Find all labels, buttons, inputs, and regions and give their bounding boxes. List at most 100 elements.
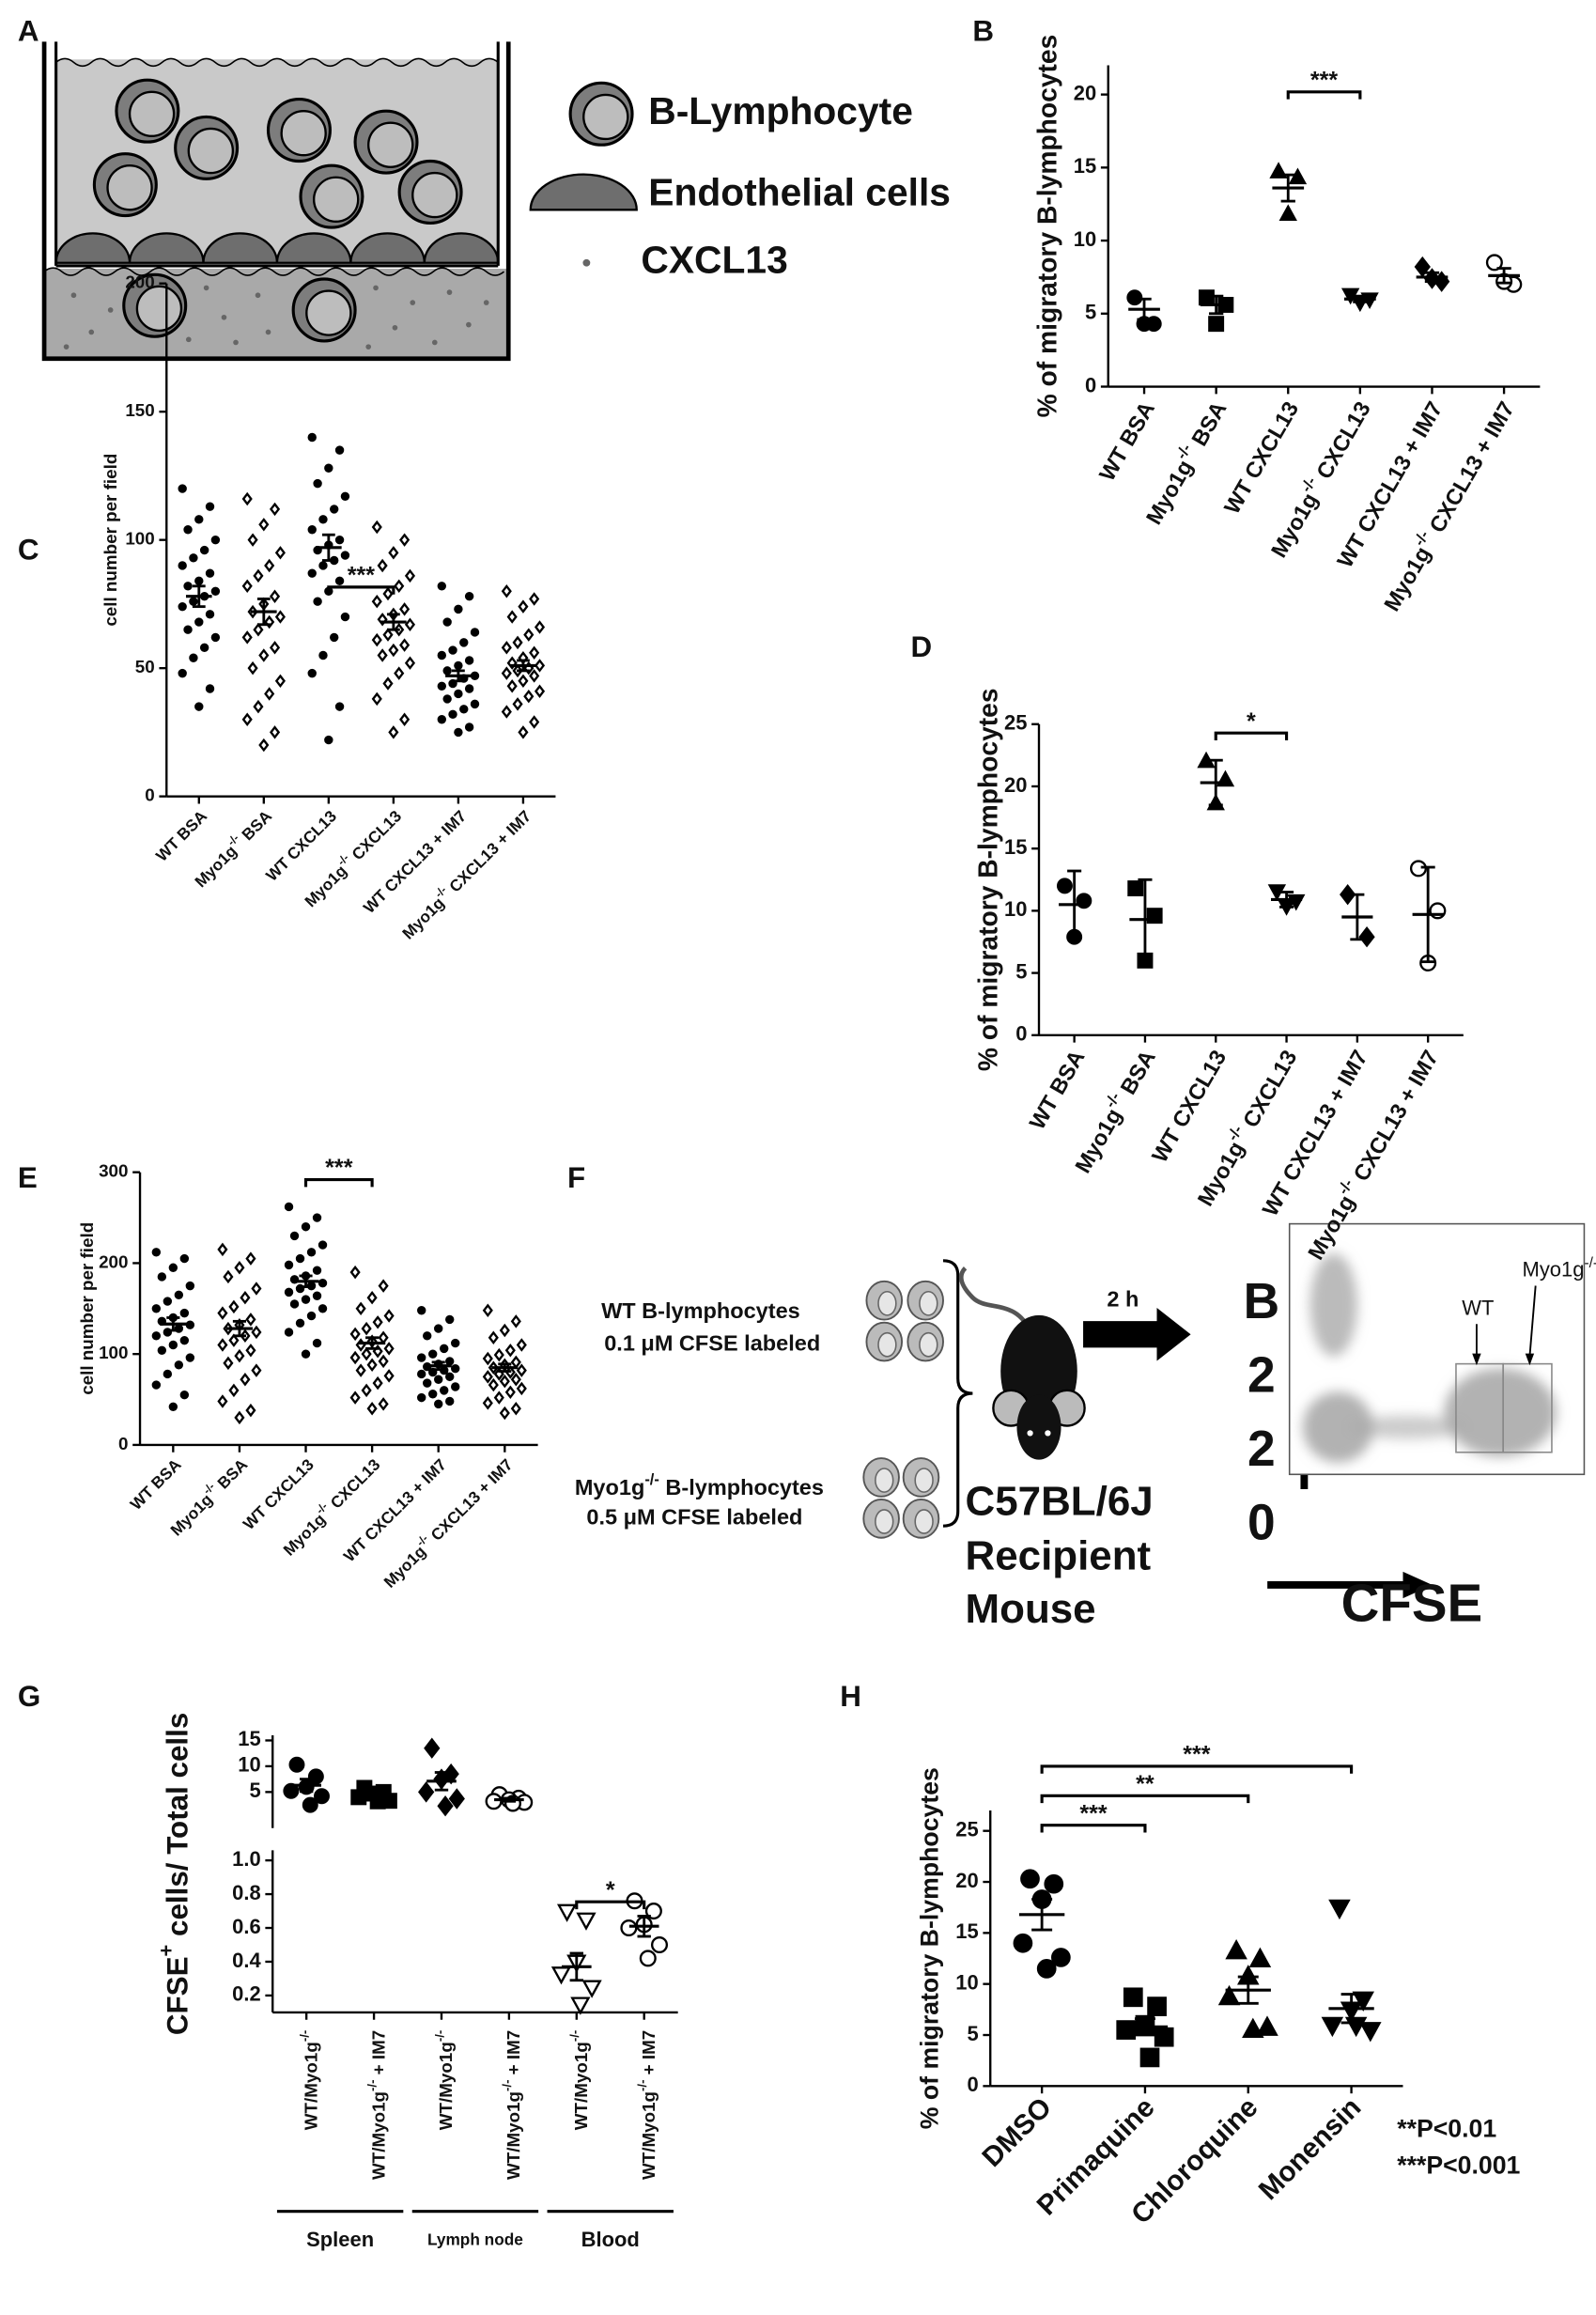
point [570, 1996, 591, 2015]
point [418, 1781, 435, 1803]
point [179, 1253, 190, 1264]
flow-y-label: B [1244, 1274, 1280, 1329]
point [442, 617, 452, 627]
point [1340, 883, 1356, 906]
point [295, 1318, 305, 1328]
point [349, 1327, 361, 1342]
point [1217, 1984, 1241, 2006]
point [151, 1331, 162, 1341]
point [355, 1363, 366, 1377]
chart: D % of migratory B-lymphocytes 0 5 10 15 20 25 W… [911, 630, 1464, 1264]
point [1044, 1873, 1064, 1894]
point [324, 735, 333, 745]
y-tick-label: 15 [238, 1727, 260, 1750]
y-tick-label: 5 [1015, 959, 1027, 983]
point [1127, 880, 1144, 897]
point [350, 1789, 367, 1806]
point [247, 533, 258, 547]
point [366, 1401, 378, 1416]
group-label: Lymph node [427, 2230, 523, 2249]
group-label: Blood [581, 2228, 640, 2251]
point [306, 1248, 317, 1257]
point [258, 518, 270, 532]
note: **P<0.01 [1397, 2114, 1496, 2142]
point [404, 656, 416, 670]
point [157, 1272, 167, 1282]
wt-dose: 0.1 μM CFSE labeled [604, 1330, 820, 1355]
point [437, 715, 446, 724]
point [210, 586, 221, 596]
y-tick-label: 15 [955, 1919, 978, 1943]
point [1116, 2020, 1137, 2040]
point [334, 702, 345, 711]
point [274, 674, 286, 689]
gate-label: Myo1g-/- [1523, 1254, 1596, 1281]
panel-a: A B-Lymphocyte Endothelial cells CXCL13 [18, 14, 951, 362]
point [1278, 204, 1297, 221]
point [534, 659, 546, 673]
point [518, 599, 529, 614]
y-tick-label: 10 [238, 1753, 260, 1777]
y-tick-label: 10 [955, 1970, 978, 1994]
point [454, 604, 463, 614]
gate [1502, 1362, 1553, 1453]
point [399, 638, 411, 652]
point [510, 1314, 521, 1328]
point [1123, 1987, 1143, 2008]
point [228, 1333, 240, 1347]
point [199, 545, 209, 555]
point [210, 535, 221, 545]
point [334, 576, 345, 586]
point [512, 635, 523, 650]
mouse [958, 1266, 1086, 1460]
point [501, 584, 512, 598]
significance-bar [303, 1177, 374, 1188]
point [510, 1355, 521, 1370]
y-axis-label: cell number per field [77, 1222, 97, 1395]
arrow-head [1472, 1353, 1481, 1366]
point [313, 597, 322, 606]
point [185, 1353, 195, 1362]
point [581, 1980, 602, 1998]
significance-label: *** [1310, 67, 1339, 93]
point [470, 699, 480, 709]
point [529, 645, 540, 660]
flow-y-label: 2 [1247, 1347, 1276, 1403]
y-tick-label: 5 [249, 1779, 260, 1802]
point [199, 643, 209, 653]
point [1147, 1996, 1167, 2016]
time-label: 2 h [1107, 1286, 1139, 1311]
point [151, 1380, 162, 1390]
point [318, 515, 328, 524]
point [223, 1269, 234, 1284]
point [301, 1349, 311, 1359]
x-tick-label: WT/Myo1g-/- + IM7 [635, 2030, 659, 2180]
point [442, 666, 452, 676]
point [306, 1311, 317, 1321]
point [428, 1390, 438, 1399]
chemokine-dots [63, 285, 489, 350]
point [312, 1213, 322, 1222]
point [1198, 289, 1215, 306]
point [366, 1358, 378, 1373]
point [488, 1330, 499, 1344]
point [324, 463, 333, 473]
point [314, 1788, 330, 1805]
point [366, 1290, 378, 1305]
point [245, 1313, 256, 1327]
point [510, 1373, 521, 1387]
point [516, 1363, 527, 1377]
liquid-line [55, 57, 499, 68]
group-label: Spleen [306, 2228, 374, 2251]
point [168, 1263, 178, 1272]
point [151, 1248, 162, 1257]
gate-label: WT [1462, 1296, 1494, 1319]
mouse-label: Recipient [966, 1532, 1152, 1578]
y-tick-label: 25 [1004, 711, 1027, 735]
point [151, 1304, 162, 1313]
point [464, 656, 474, 665]
point [501, 705, 512, 719]
point [183, 525, 193, 535]
point [448, 645, 457, 655]
panel-letter: G [18, 1680, 40, 1713]
